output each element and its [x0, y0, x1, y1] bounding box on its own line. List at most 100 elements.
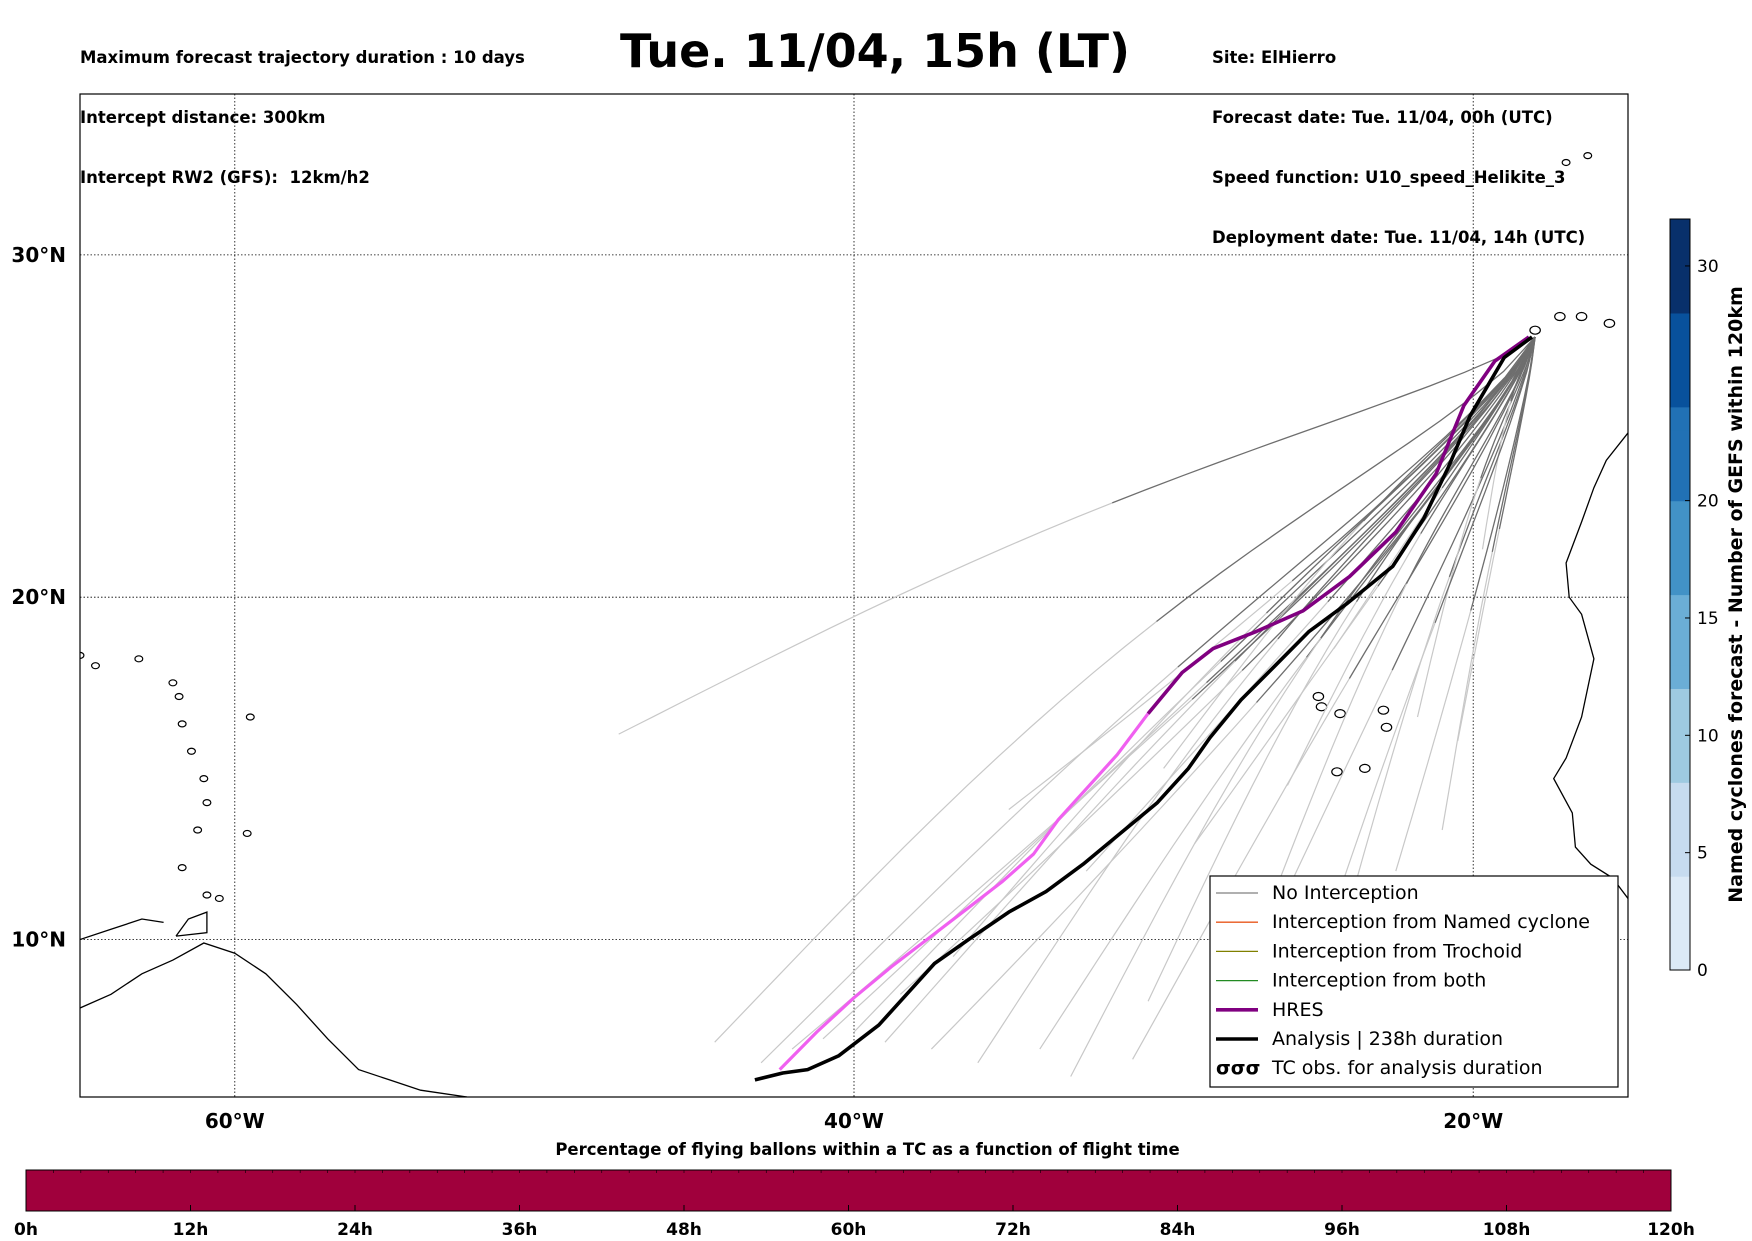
colorbar-right-band: [1670, 383, 1690, 408]
trinidad-coastline: [175, 911, 208, 937]
colorbar-right-tick-label: 0: [1697, 961, 1708, 981]
ensemble-trajectory-early: [760, 666, 1179, 1064]
colorbar-right-band: [1670, 758, 1690, 783]
ensemble-trajectory-early: [930, 702, 1257, 1050]
lat-tick-label: 20°N: [11, 585, 66, 609]
caribbean-island: [245, 713, 255, 721]
ensemble-trajectory-late: [1434, 336, 1536, 624]
canary-island: [1603, 318, 1616, 328]
colorbar-right-band: [1670, 359, 1690, 384]
intercept-rw2-text: Intercept RW2 (GFS): 12km/h2: [80, 168, 370, 187]
intercept-distance-text: Intercept distance: 300km: [80, 108, 326, 127]
colorbar-right-band: [1670, 336, 1690, 361]
caribbean-island: [80, 651, 85, 660]
colorbar-right-band: [1670, 524, 1690, 549]
colorbar-bottom-tick-label: 84h: [1160, 1220, 1196, 1240]
legend-item-label: HRES: [1272, 999, 1324, 1021]
ensemble-trajectory-early: [1163, 520, 1365, 769]
legend-box: [1209, 875, 1619, 1088]
caribbean-island: [90, 662, 100, 670]
colorbar-right-frame: [1669, 218, 1691, 971]
colorbar-bottom-tick-label: 120h: [1647, 1220, 1695, 1240]
caribbean-island: [186, 747, 196, 755]
ensemble-trajectory-late: [1220, 336, 1536, 662]
legend-item-label: Interception from Trochoid: [1272, 940, 1522, 962]
ensemble-trajectory-early: [1286, 533, 1422, 786]
map-frame: [79, 93, 1629, 1098]
caribbean-island: [174, 692, 184, 701]
lat-tick-label: 30°N: [11, 243, 66, 267]
colorbar-right-band: [1670, 242, 1690, 267]
colorbar-right-band: [1670, 923, 1690, 948]
colorbar-bottom-tick-label: 48h: [666, 1220, 702, 1240]
cape-verde-island: [1312, 691, 1325, 702]
cape-verde-island: [1359, 763, 1371, 773]
colorbar-right-band: [1670, 946, 1690, 971]
ensemble-trajectory-early: [853, 661, 1222, 1033]
ensemble-trajectory-early: [1457, 528, 1500, 742]
ensemble-trajectory-late: [1498, 336, 1536, 530]
colorbar-bottom-tick-label: 24h: [337, 1220, 373, 1240]
colorbar-right-band: [1670, 711, 1690, 736]
ensemble-trajectory-late: [1111, 336, 1536, 504]
colorbar-right-band: [1670, 876, 1690, 901]
ensemble-trajectory-early: [1194, 585, 1379, 845]
colorbar-right-band: [1670, 688, 1690, 713]
canary-island: [1554, 311, 1566, 322]
colorbar-right-label: Named cyclones forecast - Number of GEFS…: [1725, 286, 1747, 903]
canary-island: [1529, 325, 1541, 335]
map-tick-labels: 30°N 20°N 10°N 60°W 40°W 20°W: [11, 243, 1503, 1133]
ensemble-trajectory-early: [1147, 601, 1358, 1002]
colorbar-bottom-tick-label: 108h: [1483, 1220, 1531, 1240]
cape-verde-island: [1331, 767, 1343, 777]
ensemble-trajectory-early: [1348, 576, 1450, 906]
caribbean-island: [193, 826, 203, 834]
ensemble-trajectory-late: [1241, 336, 1536, 671]
colorbar-right-band: [1670, 571, 1690, 596]
colorbar-right-band: [1670, 829, 1690, 854]
colorbar-right: 0 5 10 15 20 30 Named cyclones forecast - Numb…: [1669, 218, 1747, 981]
madeira-island: [1583, 152, 1593, 160]
madeira-island: [1561, 158, 1571, 167]
colorbar-right-band: [1670, 547, 1690, 572]
colorbar-right-band: [1670, 312, 1690, 337]
ensemble-trajectory-early: [1481, 400, 1512, 550]
ensemble-trajectory-early: [884, 660, 1236, 1043]
forecast-date-text: Forecast date: Tue. 11/04, 00h (UTC): [1212, 108, 1553, 127]
caribbean-island: [214, 894, 224, 903]
colorbar-right-band: [1670, 641, 1690, 666]
caribbean-island: [202, 891, 212, 899]
colorbar-right-tick-label: 30: [1697, 257, 1719, 277]
colorbar-bottom: 0h 12h 24h 36h 48h 60h 72h 84h 96h 108h 120h: [14, 1169, 1695, 1240]
cape-verde-island: [1334, 709, 1346, 719]
lon-tick-label: 20°W: [1443, 1109, 1503, 1133]
speed-function-text: Speed function: U10_speed_Helikite_3: [1212, 168, 1566, 187]
ensemble-trajectory-late: [1448, 336, 1536, 578]
caribbean-island: [242, 829, 252, 838]
colorbar-right-band: [1670, 617, 1690, 643]
colorbar-right-band: [1670, 664, 1690, 689]
cape-verde-island: [1377, 705, 1390, 715]
ensemble-trajectory-late: [1480, 336, 1536, 479]
legend-item-label: TC obs. for analysis duration: [1271, 1057, 1543, 1079]
colorbar-right-band: [1670, 594, 1690, 619]
ensemble-trajectory-early: [1441, 551, 1493, 831]
max-duration-text: Maximum forecast trajectory duration : 1…: [80, 48, 525, 67]
ensemble-trajectory-early: [899, 669, 1243, 995]
caribbean-island: [199, 775, 209, 783]
colorbar-right-band: [1670, 500, 1690, 525]
colorbar-right-band: [1670, 265, 1690, 291]
colorbar-right-band: [1670, 289, 1690, 314]
colorbar-bottom-tick-label: 96h: [1324, 1220, 1360, 1240]
bottom-colorbar-title: Percentage of flying ballons within a TC…: [555, 1140, 1180, 1159]
legend-item-label: No Interception: [1272, 882, 1419, 904]
legend-item-label: Analysis | 238h duration: [1272, 1028, 1503, 1050]
ensemble-trajectory-early: [1395, 610, 1472, 872]
colorbar-right-band: [1670, 453, 1690, 478]
page-title: Tue. 11/04, 15h (LT): [620, 24, 1130, 78]
lat-tick-label: 10°N: [11, 928, 66, 952]
hres-trajectory-early: [778, 712, 1150, 1071]
colorbar-bottom-tick-label: 36h: [502, 1220, 538, 1240]
ensemble-trajectory-late: [1266, 336, 1536, 614]
